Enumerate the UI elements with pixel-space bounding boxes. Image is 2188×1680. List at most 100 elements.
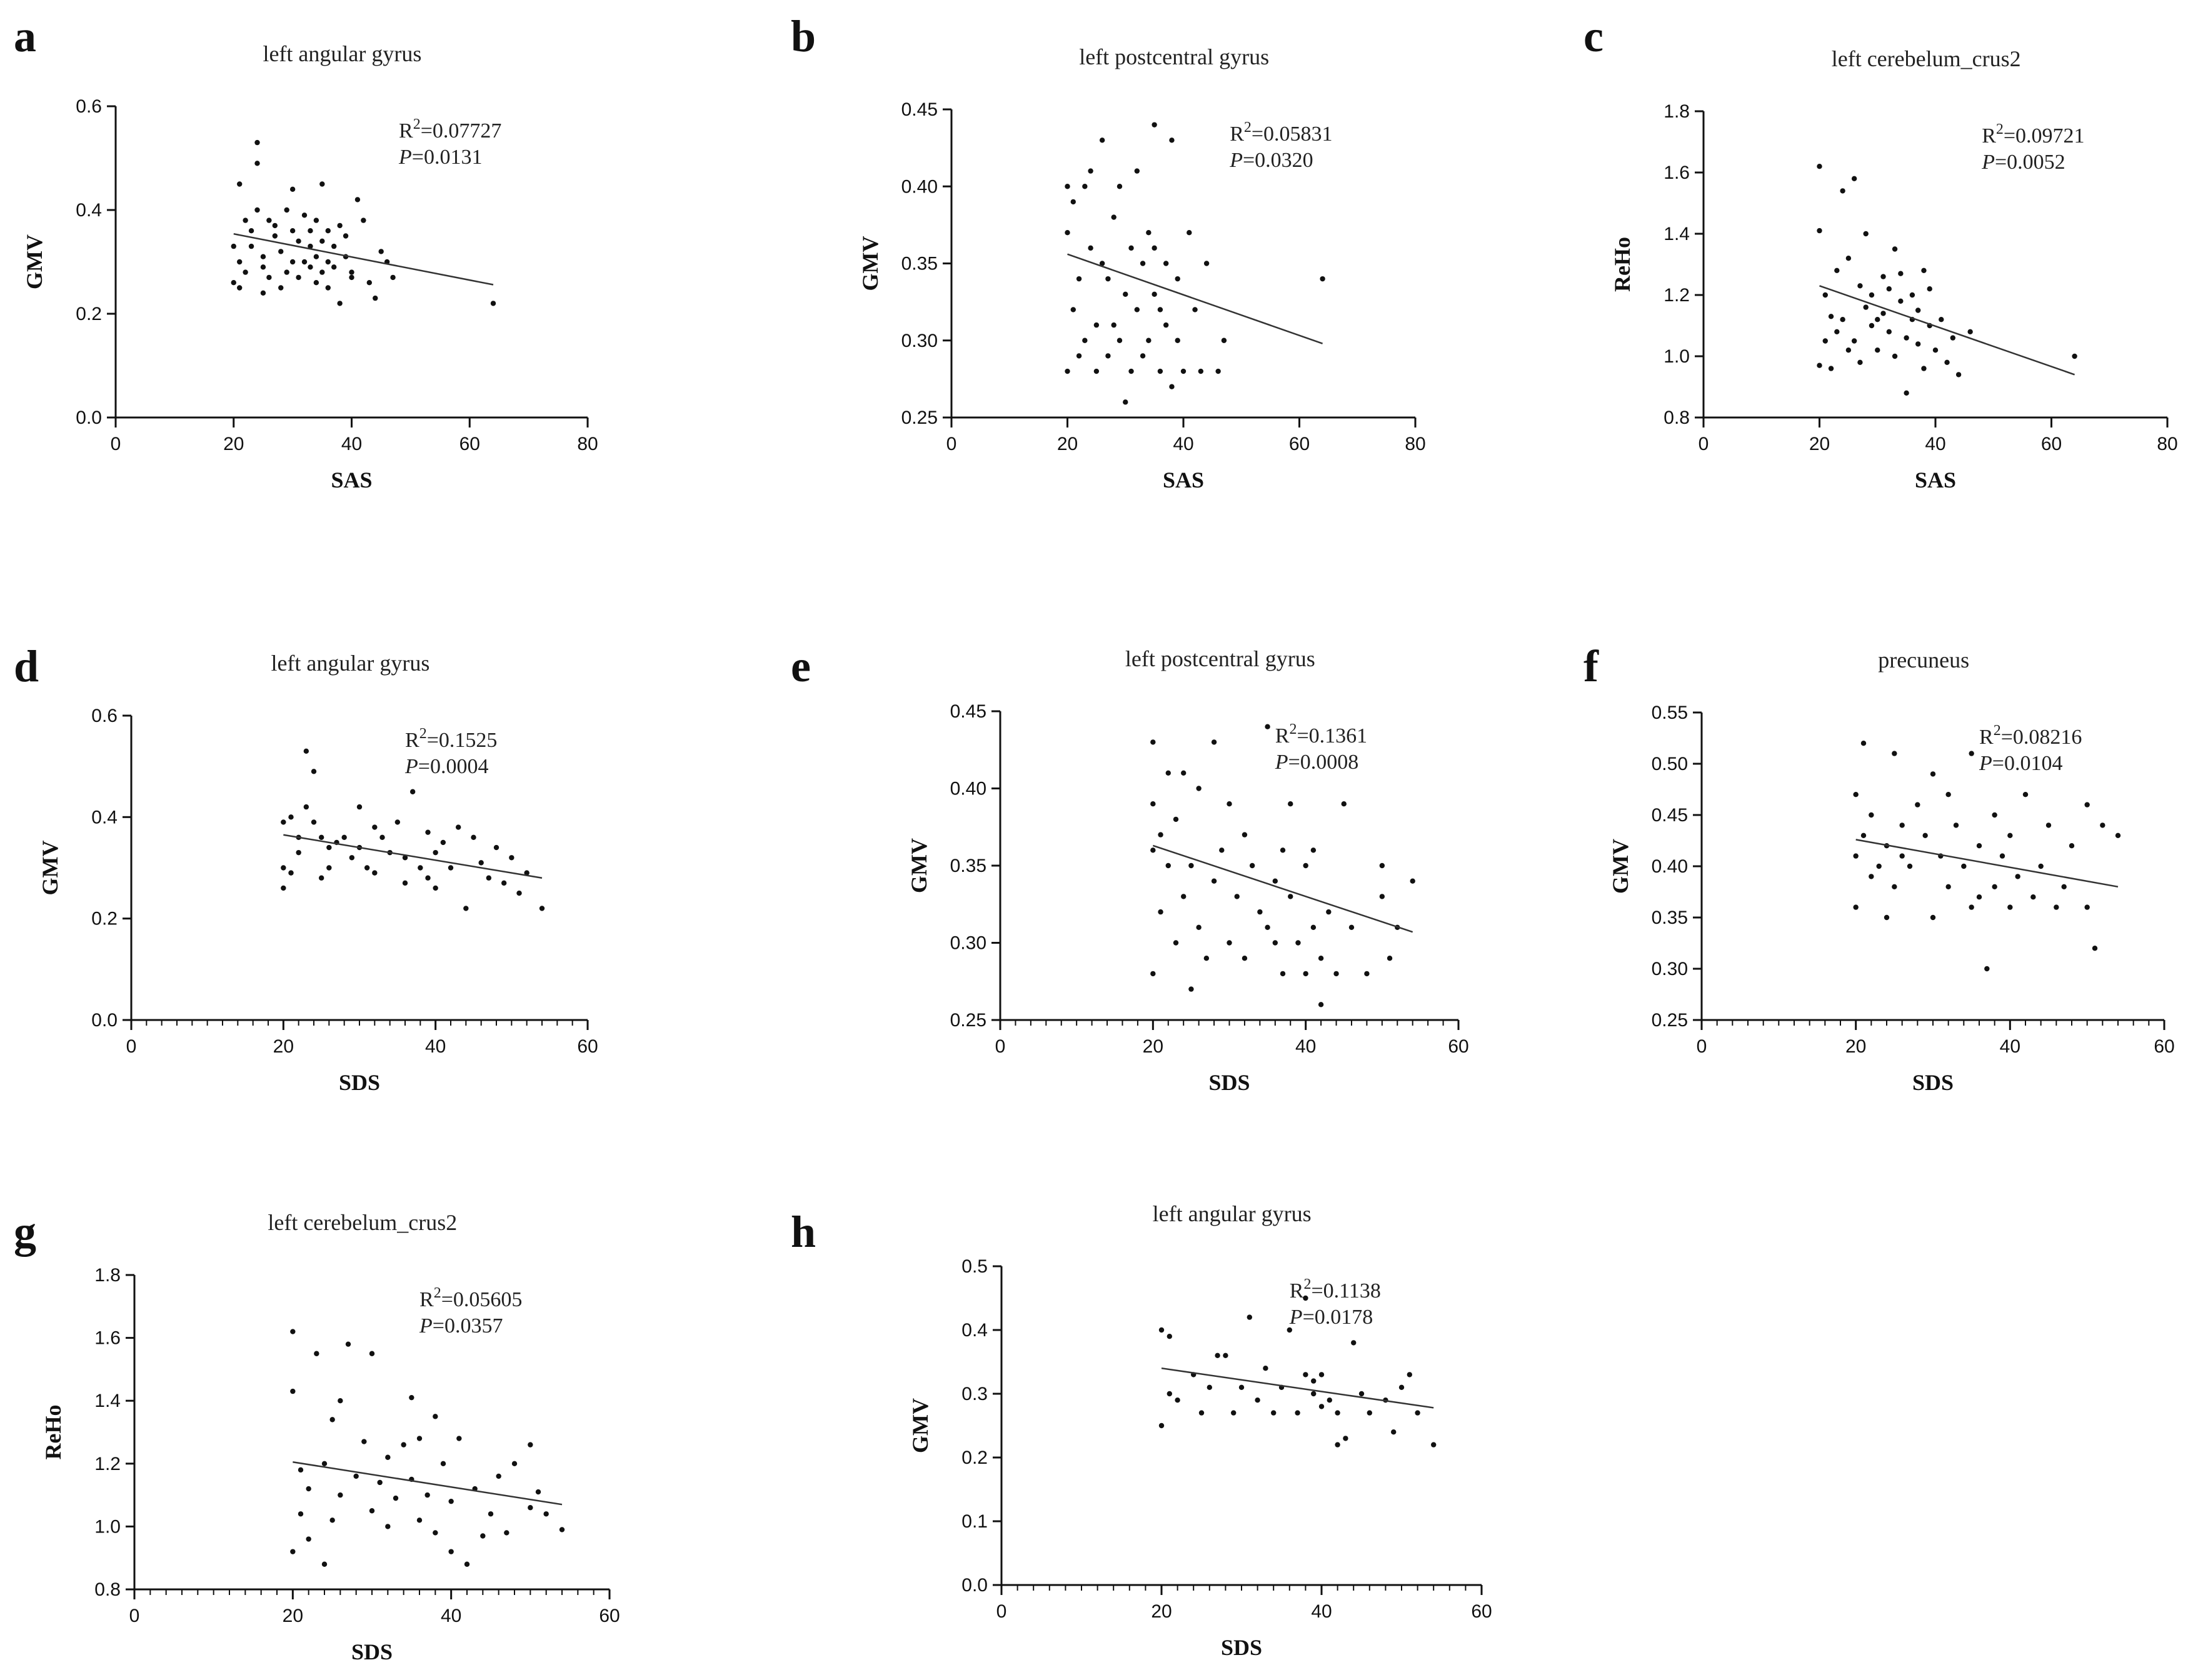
data-point	[2038, 863, 2044, 869]
r-squared-value: =0.07727	[421, 119, 502, 142]
data-point	[1123, 291, 1128, 297]
panel-g: g left cerebelum_crus2 0.8 1.0 1.2 1.4 1.6 1.8 0…	[14, 1207, 620, 1664]
data-point	[501, 880, 507, 886]
data-point	[2007, 832, 2013, 839]
data-point	[493, 844, 499, 851]
data-point	[1265, 924, 1270, 931]
data-point	[394, 819, 401, 825]
y-tick-label: 0.30	[1652, 959, 1688, 979]
data-point	[1280, 848, 1286, 853]
data-point	[390, 274, 396, 281]
data-point	[290, 1329, 296, 1334]
y-tick-label: 0.4	[961, 1320, 988, 1341]
data-point	[278, 249, 284, 254]
data-point	[1065, 368, 1070, 374]
regression-line	[1161, 1367, 1434, 1409]
y-tick-label: 0.35	[1652, 908, 1688, 928]
data-point	[1310, 924, 1317, 931]
data-point	[369, 1508, 375, 1514]
x-tick-label: 80	[1405, 434, 1425, 454]
data-point	[1123, 399, 1128, 405]
data-point	[361, 218, 366, 223]
data-point	[1391, 1429, 1397, 1435]
data-point	[243, 218, 248, 223]
data-point	[1953, 822, 1959, 828]
data-point	[1904, 335, 1909, 341]
data-point	[1093, 368, 1100, 374]
chart-title: left cerebelum_crus2	[1832, 46, 2021, 71]
panel-letter: b	[791, 11, 816, 61]
data-point	[1834, 329, 1840, 334]
r-squared-value: =0.08216	[2001, 726, 2082, 749]
data-point	[1907, 863, 1913, 869]
data-point	[1876, 863, 1882, 869]
data-point	[1335, 1410, 1340, 1416]
data-point	[1984, 966, 1990, 972]
data-point	[1173, 940, 1179, 946]
data-point	[425, 829, 431, 835]
data-point	[337, 301, 343, 306]
data-point	[236, 259, 243, 265]
x-tick-label: 20	[1809, 434, 1830, 454]
r-squared-symbol: R	[405, 729, 419, 752]
data-point	[1930, 771, 1936, 777]
data-point	[1295, 940, 1301, 946]
data-point	[1845, 348, 1852, 353]
data-point	[424, 1492, 430, 1498]
y-tick-label: 0.35	[901, 254, 938, 274]
data-point	[1247, 1314, 1253, 1320]
y-tick-label: 0.40	[901, 176, 938, 197]
panel-a: a left angular gyrus 0.0 0.2 0.4 0.6 0 20 40 60 80…	[14, 11, 598, 492]
x-tick-label: 0	[996, 1601, 1007, 1622]
data-point	[1128, 368, 1134, 374]
data-point	[248, 243, 254, 249]
data-point	[1915, 341, 1921, 347]
data-point	[456, 1436, 462, 1441]
y-tick-label: 1.6	[94, 1328, 121, 1349]
regression-line	[1067, 253, 1323, 344]
y-axis-label: GMV	[906, 838, 931, 893]
data-point	[281, 819, 286, 825]
x-axis-label: SDS	[1912, 1070, 1954, 1095]
r-squared-value: =0.1138	[1311, 1279, 1380, 1302]
data-point	[1238, 1384, 1245, 1390]
data-point	[1093, 322, 1100, 328]
data-point	[1318, 1372, 1325, 1378]
data-point	[1088, 168, 1093, 174]
data-point	[1921, 366, 1927, 371]
data-point	[1175, 1398, 1180, 1403]
data-point	[1167, 1334, 1173, 1339]
panel-letter: c	[1583, 11, 1603, 61]
y-tick-label: 1.4	[94, 1391, 121, 1411]
data-point	[1950, 335, 1956, 341]
data-point	[313, 254, 319, 259]
data-point	[1227, 940, 1232, 946]
data-point	[1899, 853, 1905, 859]
p-value-label: P=0.0320	[1229, 149, 1313, 172]
data-point	[1111, 214, 1117, 220]
data-point	[1188, 986, 1194, 992]
data-point	[1150, 739, 1156, 745]
data-point	[516, 890, 522, 896]
data-point	[1828, 314, 1834, 319]
data-point	[354, 197, 361, 202]
data-point	[338, 1492, 343, 1498]
data-point	[1157, 368, 1163, 374]
data-point	[1921, 268, 1927, 273]
y-axis-label: ReHo	[1610, 237, 1635, 292]
data-point	[243, 269, 248, 275]
data-point	[325, 285, 331, 291]
data-point	[1857, 283, 1863, 289]
data-point	[1207, 1384, 1213, 1390]
r-squared-symbol: R	[1275, 724, 1290, 748]
regression-line	[1855, 839, 2119, 888]
data-point	[559, 1527, 565, 1532]
data-point	[313, 218, 319, 223]
regression-line	[1152, 844, 1413, 933]
regression-line	[1819, 285, 2075, 376]
data-point	[2084, 904, 2090, 910]
r-squared-exponent: 2	[1994, 722, 2001, 739]
data-point	[1169, 138, 1175, 143]
data-point	[1105, 353, 1111, 359]
data-point	[1146, 230, 1152, 236]
